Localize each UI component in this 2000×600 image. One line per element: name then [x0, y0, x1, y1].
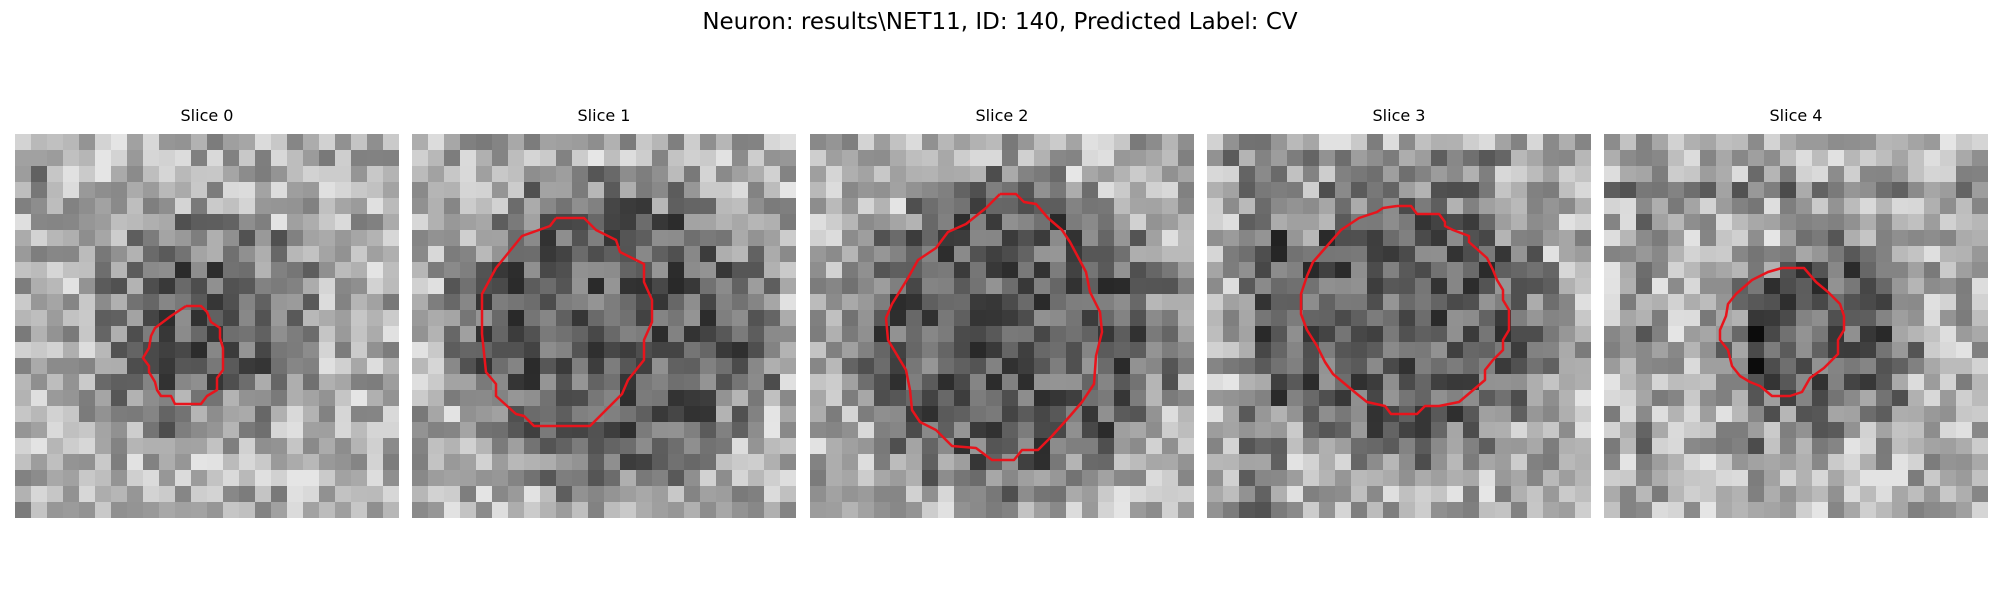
grayscale-slice-image: [810, 134, 1194, 518]
grayscale-slice-image: [412, 134, 796, 518]
grayscale-slice-image: [1604, 134, 1988, 518]
slice-title: Slice 4: [1769, 106, 1823, 125]
slice-panel-4: Slice 4: [1604, 106, 1988, 518]
slice-title: Slice 1: [577, 106, 631, 125]
slice-title: Slice 0: [180, 106, 234, 125]
slice-panel-3: Slice 3: [1207, 106, 1591, 518]
slice-title: Slice 3: [1372, 106, 1426, 125]
slice-panel-2: Slice 2: [810, 106, 1194, 518]
grayscale-slice-image: [15, 134, 399, 518]
slice-title: Slice 2: [975, 106, 1029, 125]
grayscale-slice-image: [1207, 134, 1591, 518]
slice-panel-0: Slice 0: [15, 106, 399, 518]
figure-title: Neuron: results\NET11, ID: 140, Predicte…: [702, 9, 1298, 35]
slice-panel-1: Slice 1: [412, 106, 796, 518]
